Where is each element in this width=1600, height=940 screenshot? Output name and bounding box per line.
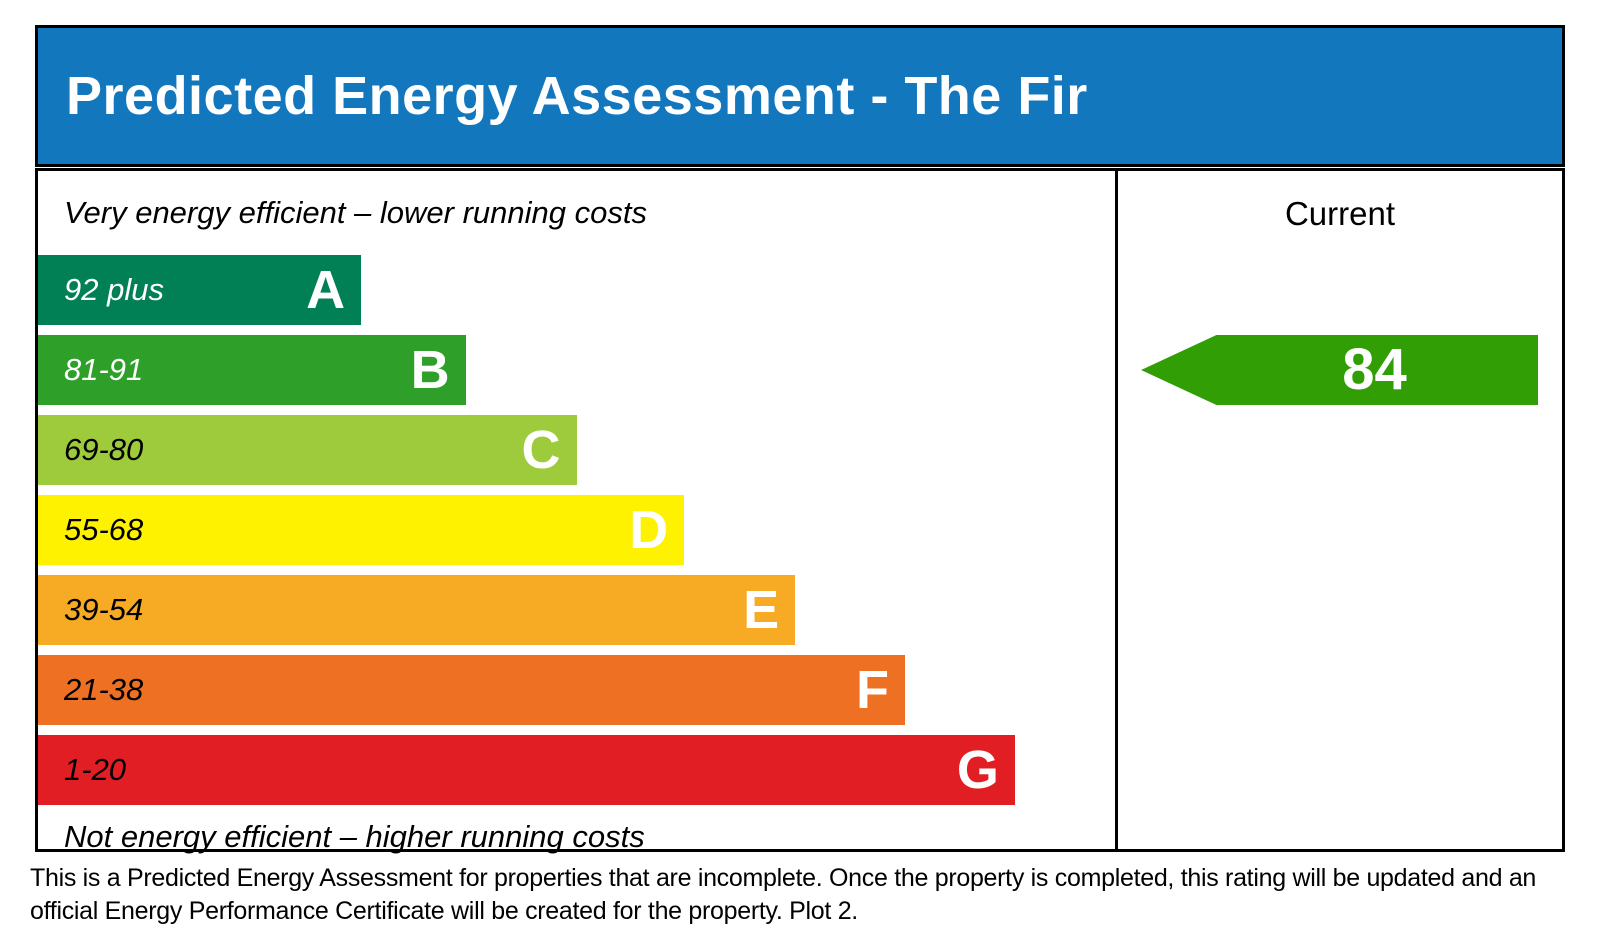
band-row-f: 21-38 F (38, 655, 905, 725)
band-letter: G (956, 740, 999, 800)
band-range-label: 92 plus (64, 272, 164, 307)
bottom-caption: Not energy efficient – higher running co… (64, 819, 645, 854)
band-letter: D (629, 500, 669, 560)
band-range-label: 55-68 (64, 512, 144, 547)
band-row-e: 39-54 E (38, 575, 796, 645)
rating-bands-panel: Very energy efficient – lower running co… (38, 171, 1118, 854)
current-column-header: Current (1284, 195, 1396, 232)
band-row-a: 92 plus A (38, 255, 362, 325)
band-letter: E (743, 580, 780, 640)
band-letter: F (855, 660, 889, 720)
page-title: Predicted Energy Assessment - The Fir (66, 66, 1088, 126)
band-range-label: 39-54 (64, 592, 144, 627)
band-row-g: 1-20 G (38, 735, 1015, 805)
band-range-label: 21-38 (64, 672, 144, 707)
current-rating-value: 84 (1342, 337, 1407, 402)
band-range-label: 69-80 (64, 432, 144, 467)
band-letter: C (521, 420, 561, 480)
band-row-b: 81-91 B (38, 335, 466, 405)
disclaimer-text: This is a Predicted Energy Assessment fo… (30, 864, 1537, 925)
band-row-d: 55-68 D (38, 495, 685, 565)
epc-chart: Very energy efficient – lower running co… (35, 168, 1565, 854)
header-banner: Predicted Energy Assessment - The Fir (35, 25, 1565, 167)
band-rows: 92 plus A 81-91 B 69-80 C 55-68 D 39-54 E 21-38 F 1-… (38, 255, 1115, 805)
band-letter: A (306, 260, 346, 320)
current-rating-arrow: 84 (1141, 335, 1538, 405)
band-range-label: 81-91 (64, 352, 144, 387)
band-row-c: 69-80 C (38, 415, 577, 485)
top-caption: Very energy efficient – lower running co… (64, 195, 647, 230)
current-rating-panel: Current 84 (1118, 171, 1562, 849)
band-range-label: 1-20 (64, 752, 127, 787)
band-letter: B (410, 340, 450, 400)
